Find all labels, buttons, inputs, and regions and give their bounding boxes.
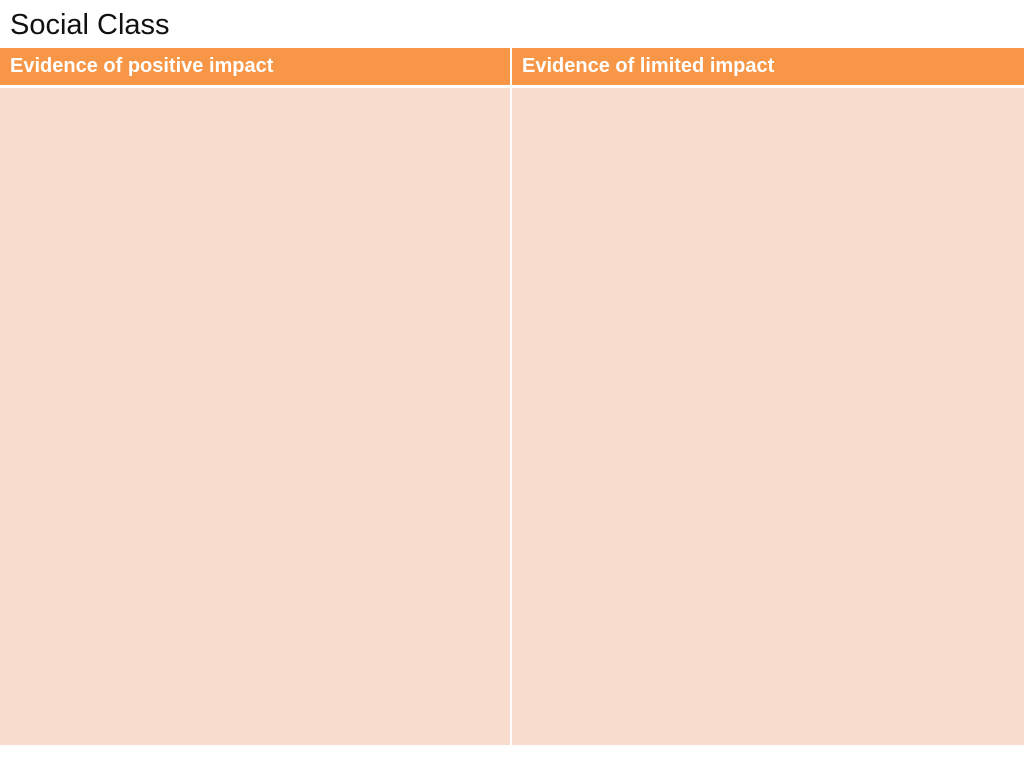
- column-header-positive-impact: Evidence of positive impact: [0, 48, 511, 88]
- cell-limited-impact[interactable]: [511, 88, 1024, 745]
- page-title: Social Class: [10, 9, 170, 41]
- cell-positive-impact[interactable]: [0, 88, 511, 745]
- evidence-table: Evidence of positive impact Evidence of …: [0, 48, 1024, 745]
- column-header-limited-impact: Evidence of limited impact: [511, 48, 1024, 88]
